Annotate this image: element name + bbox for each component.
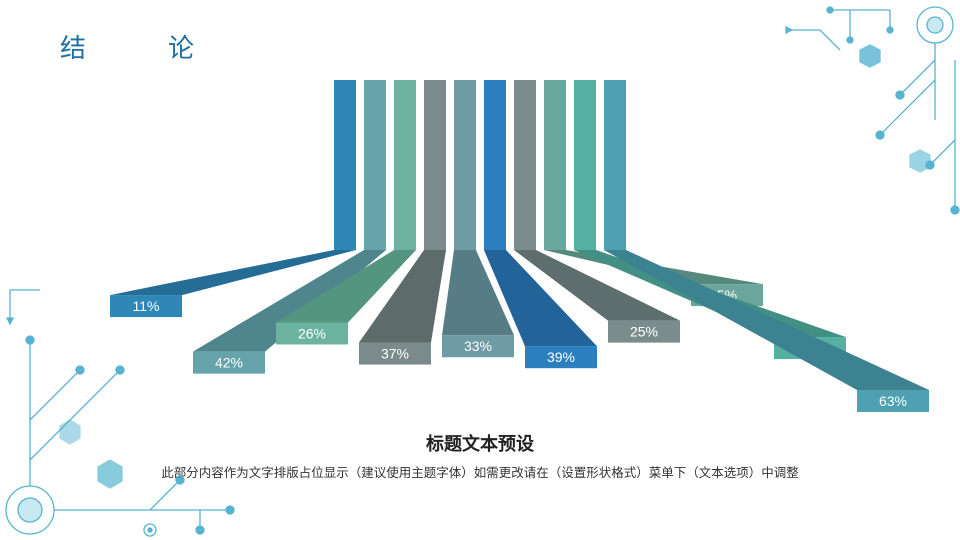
bar-value-label: 37% xyxy=(381,346,409,362)
bar-vertical xyxy=(514,80,536,250)
fold-bar-chart: 11%42%26%37%33%39%25%5%34%63% xyxy=(0,0,960,540)
bar-vertical xyxy=(484,80,506,250)
chart-description: 此部分内容作为文字排版占位显示（建议使用主题字体）如需更改请在（设置形状格式）菜… xyxy=(0,462,960,481)
bar-value-label: 39% xyxy=(547,349,575,365)
bar-vertical xyxy=(604,80,626,250)
bar-value-label: 33% xyxy=(464,338,492,354)
bar-vertical xyxy=(334,80,356,250)
bar-value-label: 11% xyxy=(133,298,160,314)
bar-vertical xyxy=(394,80,416,250)
bar-value-label: 63% xyxy=(879,393,907,409)
bar-vertical xyxy=(364,80,386,250)
bar-value-label: 42% xyxy=(215,355,243,371)
bar-vertical xyxy=(454,80,476,250)
bar-value-label: 26% xyxy=(298,325,326,341)
chart-subtitle: 标题文本预设 xyxy=(0,430,960,456)
bar-vertical xyxy=(544,80,566,250)
bar-value-label: 25% xyxy=(630,324,658,340)
bar-vertical xyxy=(574,80,596,250)
bar-vertical xyxy=(424,80,446,250)
